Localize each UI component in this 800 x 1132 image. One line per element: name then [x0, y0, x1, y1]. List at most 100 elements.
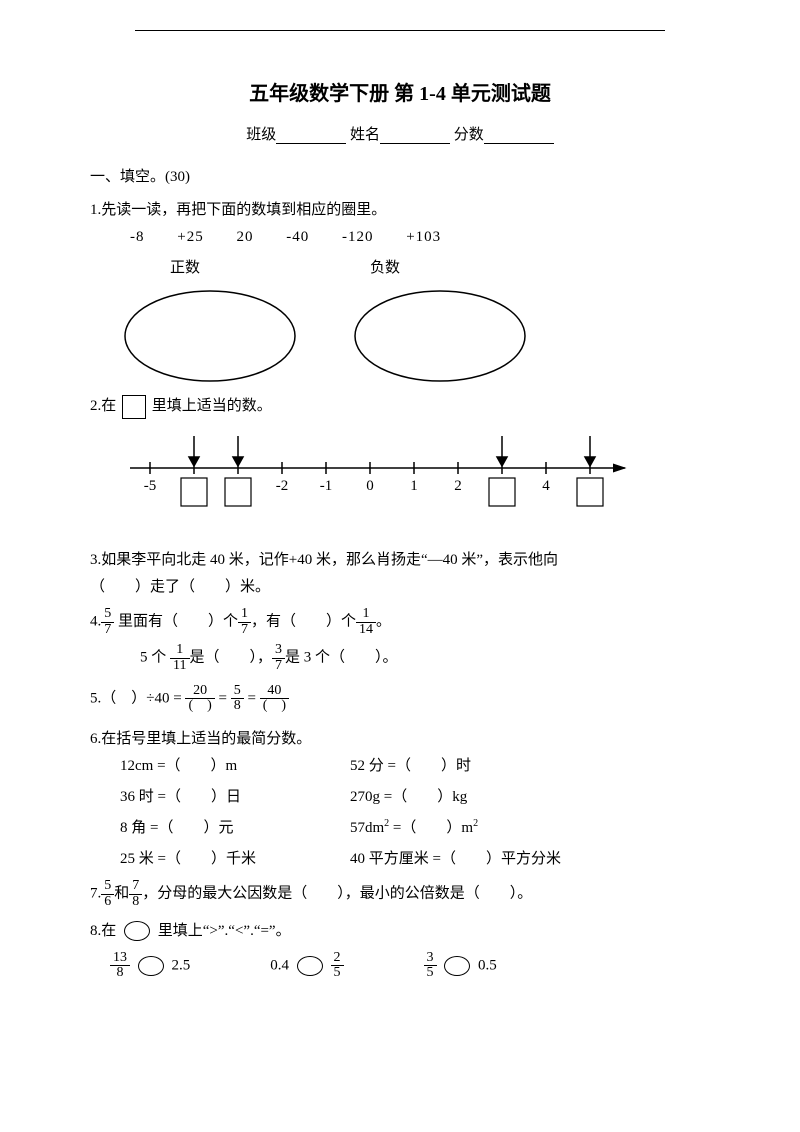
class-label: 班级: [246, 127, 276, 143]
header-fields: 班级 姓名 分数: [90, 122, 710, 149]
q2-text: 2.在 里填上适当的数。: [90, 393, 710, 420]
q4-line1: 4.57 里面有（ ）个17，有（ ）个114。: [90, 607, 710, 637]
compare-circle[interactable]: [444, 956, 470, 976]
q1-num: -120: [342, 229, 374, 245]
q8-title: 8.在 里填上“>”.“<”.“=”。: [90, 918, 710, 945]
fraction: 57: [101, 607, 114, 637]
q1-num: +25: [177, 229, 203, 245]
svg-text:-1: -1: [320, 478, 333, 494]
fraction: 20( ): [185, 684, 214, 714]
q1-pos-label: 正数: [170, 255, 200, 282]
q3-line2: （ ）走了（ ）米。: [90, 574, 710, 601]
q8-prefix: 8.在: [90, 923, 116, 939]
q5-eq: =: [219, 690, 231, 706]
q4-mid2: ，有（ ）个: [251, 614, 356, 630]
fraction: 114: [356, 607, 376, 637]
q6-l: 25 米 =（ ）千米: [90, 846, 350, 873]
q1-num: +103: [406, 229, 441, 245]
q8-b: 2.5: [172, 957, 191, 973]
q6-title: 6.在括号里填上适当的最简分数。: [90, 726, 710, 753]
numline-svg: -5 -2 -1 0 1 2 4: [120, 428, 640, 523]
question-4: 4.57 里面有（ ）个17，有（ ）个114。 5 个 111是（ ），37是…: [90, 607, 710, 674]
q6-r: 270g =（ ）kg: [350, 784, 710, 811]
q4-prefix: 4.: [90, 614, 101, 630]
q1-circle-labels: 正数 负数: [90, 255, 710, 282]
q6-l: 12cm =（ ）m: [90, 753, 350, 780]
q8-b: 0.5: [478, 957, 497, 973]
score-label: 分数: [454, 127, 484, 143]
score-blank[interactable]: [484, 128, 554, 144]
fraction: 58: [231, 684, 244, 714]
q3-line1: 3.如果李平向北走 40 米，记作+40 米，那么肖扬走“—40 米”，表示他向: [90, 547, 710, 574]
box-icon: [122, 395, 146, 419]
fraction: 56: [101, 879, 114, 909]
fraction: 35: [424, 951, 437, 981]
q5-eq: =: [248, 690, 260, 706]
q7-suffix: ，分母的最大公因数是（ ），最小的公倍数是（ ）。: [142, 886, 532, 902]
fraction: 111: [170, 643, 189, 673]
q4-mid1: 里面有（ ）个: [118, 614, 238, 630]
svg-text:4: 4: [542, 478, 550, 494]
q1-neg-label: 负数: [370, 255, 400, 282]
name-blank[interactable]: [380, 128, 450, 144]
page-title: 五年级数学下册 第 1-4 单元测试题: [90, 76, 710, 112]
q5-prefix: 5.（ ）÷40 =: [90, 690, 182, 706]
q8-suffix: 里填上“>”.“<”.“=”。: [158, 923, 291, 939]
q6-row: 36 时 =（ ）日 270g =（ ）kg: [90, 784, 710, 811]
q2-suffix: 里填上适当的数。: [152, 398, 272, 414]
fraction: 25: [331, 951, 344, 981]
fraction: 40( ): [260, 684, 289, 714]
q1-text: 1.先读一读，再把下面的数填到相应的圈里。: [90, 197, 710, 224]
question-5: 5.（ ）÷40 = 20( ) = 58 = 40( ): [90, 684, 710, 714]
q6-row: 25 米 =（ ）千米 40 平方厘米 =（ ）平方分米: [90, 846, 710, 873]
fraction: 17: [238, 607, 251, 637]
q6-r: 52 分 =（ ）时: [350, 753, 710, 780]
q4-line2: 5 个 111是（ ），37是 3 个（ ）。: [90, 643, 710, 673]
q2-prefix: 2.在: [90, 398, 116, 414]
fraction: 37: [272, 643, 285, 673]
q8-item: 138 2.5: [110, 951, 190, 981]
name-label: 姓名: [350, 127, 380, 143]
section-1-title: 一、填空。(30): [90, 164, 710, 191]
q1-num: -8: [130, 229, 145, 245]
svg-text:2: 2: [454, 478, 462, 494]
question-3: 3.如果李平向北走 40 米，记作+40 米，那么肖扬走“—40 米”，表示他向…: [90, 547, 710, 601]
question-1: 1.先读一读，再把下面的数填到相应的圈里。 -8 +25 20 -40 -120…: [90, 197, 710, 385]
question-6: 6.在括号里填上适当的最简分数。 12cm =（ ）m 52 分 =（ ）时 3…: [90, 726, 710, 873]
svg-text:1: 1: [410, 478, 418, 494]
q1-num: -40: [286, 229, 309, 245]
fraction: 138: [110, 951, 130, 981]
q6-r: 40 平方厘米 =（ ）平方分米: [350, 846, 710, 873]
q1-circles: [90, 287, 710, 385]
q6-r: 57dm2 =（ ）m2: [350, 815, 710, 842]
question-2: 2.在 里填上适当的数。: [90, 393, 710, 533]
svg-text:-5: -5: [144, 478, 157, 494]
negative-circle[interactable]: [350, 287, 530, 385]
compare-circle[interactable]: [138, 956, 164, 976]
question-7: 7.56和78，分母的最大公因数是（ ），最小的公倍数是（ ）。: [90, 879, 710, 909]
q8-item: 0.4 25: [270, 951, 343, 981]
q7-prefix: 7.: [90, 886, 101, 902]
fraction: 78: [129, 879, 142, 909]
svg-text:0: 0: [366, 478, 374, 494]
number-line: -5 -2 -1 0 1 2 4: [90, 428, 710, 533]
q1-num: 20: [236, 229, 253, 245]
q7-mid: 和: [114, 886, 129, 902]
q1-numbers: -8 +25 20 -40 -120 +103: [90, 224, 710, 251]
positive-circle[interactable]: [120, 287, 300, 385]
compare-circle[interactable]: [297, 956, 323, 976]
q8-row: 138 2.5 0.4 25 35 0.5: [90, 951, 710, 981]
circle-icon: [124, 921, 150, 941]
q6-l: 8 角 =（ ）元: [90, 815, 350, 842]
q4-l2-mid: 是（ ），: [190, 650, 273, 666]
q4-l2-prefix: 5 个: [140, 650, 166, 666]
top-rule: [135, 30, 665, 31]
q6-row: 12cm =（ ）m 52 分 =（ ）时: [90, 753, 710, 780]
q6-row: 8 角 =（ ）元 57dm2 =（ ）m2: [90, 815, 710, 842]
question-8: 8.在 里填上“>”.“<”.“=”。 138 2.5 0.4 25 35 0.…: [90, 918, 710, 981]
class-blank[interactable]: [276, 128, 346, 144]
svg-text:-2: -2: [276, 478, 289, 494]
q4-end: 。: [376, 614, 391, 630]
q6-l: 36 时 =（ ）日: [90, 784, 350, 811]
q8-item: 35 0.5: [424, 951, 497, 981]
